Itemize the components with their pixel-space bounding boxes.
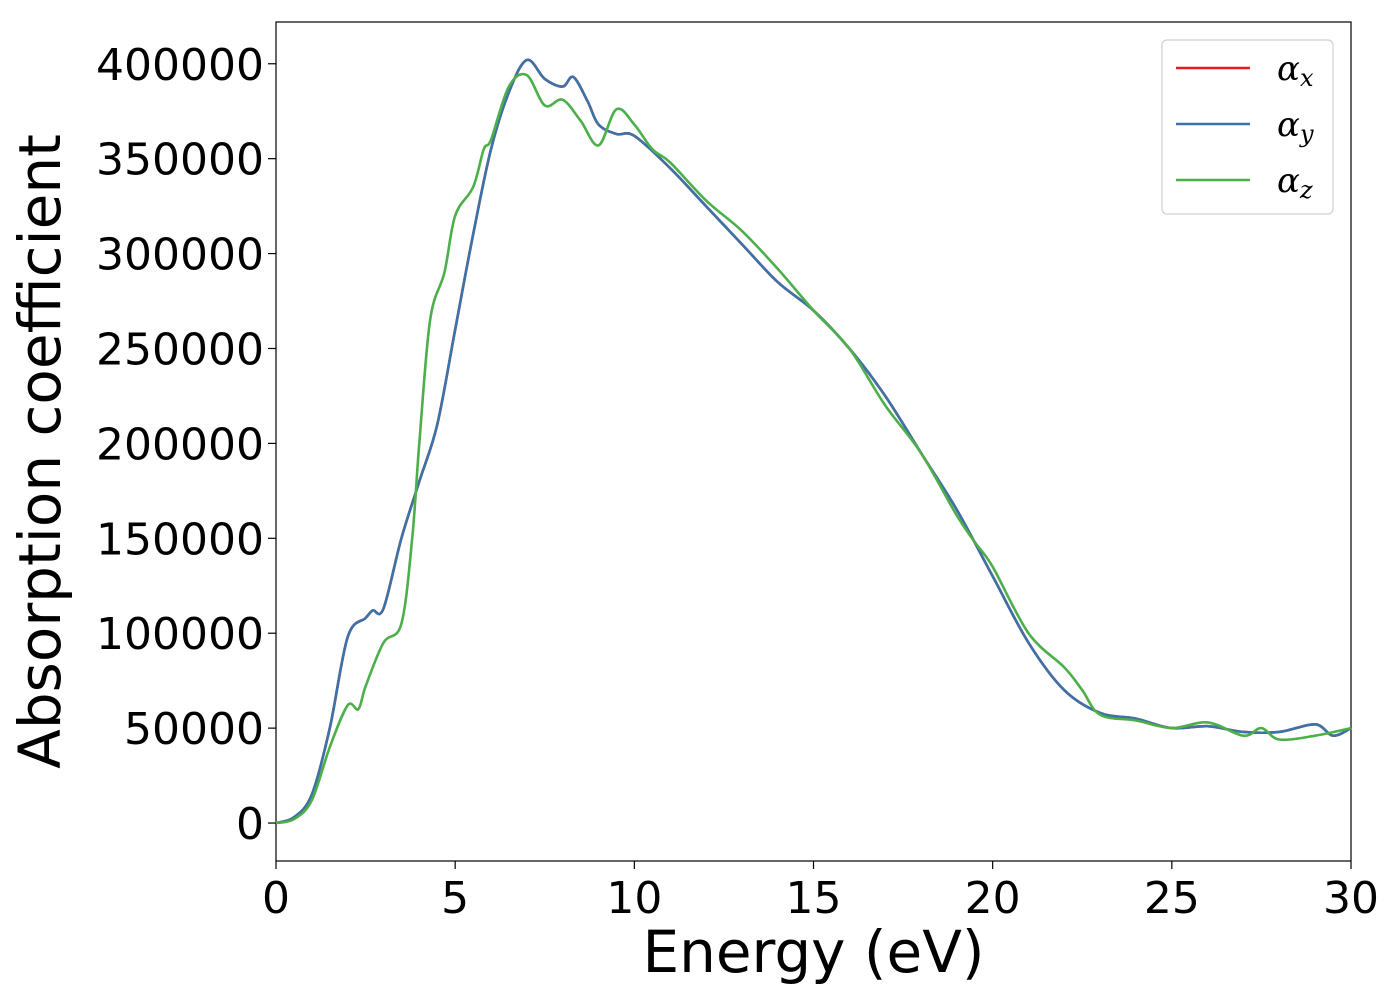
series-layer bbox=[275, 58, 1352, 825]
legend-label-alpha-y: αy bbox=[1277, 105, 1314, 148]
x-axis: 0 5 10 15 20 25 30 bbox=[262, 861, 1379, 924]
y-tick-label: 0 bbox=[236, 799, 264, 850]
y-axis: 0 50000 100000 150000 200000 250000 300000 3500… bbox=[96, 40, 276, 850]
y-tick-label: 350000 bbox=[96, 135, 264, 186]
series-line-alpha-z bbox=[275, 72, 1352, 825]
y-axis-title: Absorption coefficient bbox=[6, 134, 74, 769]
x-tick-label: 10 bbox=[606, 873, 662, 924]
legend-label-alpha-z: αz bbox=[1277, 161, 1313, 204]
y-tick-label: 50000 bbox=[124, 704, 264, 755]
legend: αx αy αz bbox=[1161, 39, 1334, 215]
x-tick-label: 30 bbox=[1323, 873, 1379, 924]
y-tick-label: 250000 bbox=[96, 324, 264, 375]
y-tick-label: 300000 bbox=[96, 230, 264, 281]
x-tick-label: 0 bbox=[262, 873, 290, 924]
y-tick-label: 100000 bbox=[96, 609, 264, 660]
y-tick-label: 150000 bbox=[96, 514, 264, 565]
legend-box bbox=[1161, 39, 1334, 215]
x-tick-label: 20 bbox=[965, 873, 1021, 924]
x-tick-label: 5 bbox=[441, 873, 469, 924]
legend-label-alpha-x: αx bbox=[1277, 49, 1314, 92]
x-tick-label: 15 bbox=[786, 873, 842, 924]
x-tick-label: 25 bbox=[1144, 873, 1200, 924]
y-tick-label: 400000 bbox=[96, 40, 264, 91]
x-axis-title: Energy (eV) bbox=[642, 918, 984, 986]
series-line-alpha-y bbox=[275, 58, 1352, 825]
y-tick-label: 200000 bbox=[96, 419, 264, 470]
